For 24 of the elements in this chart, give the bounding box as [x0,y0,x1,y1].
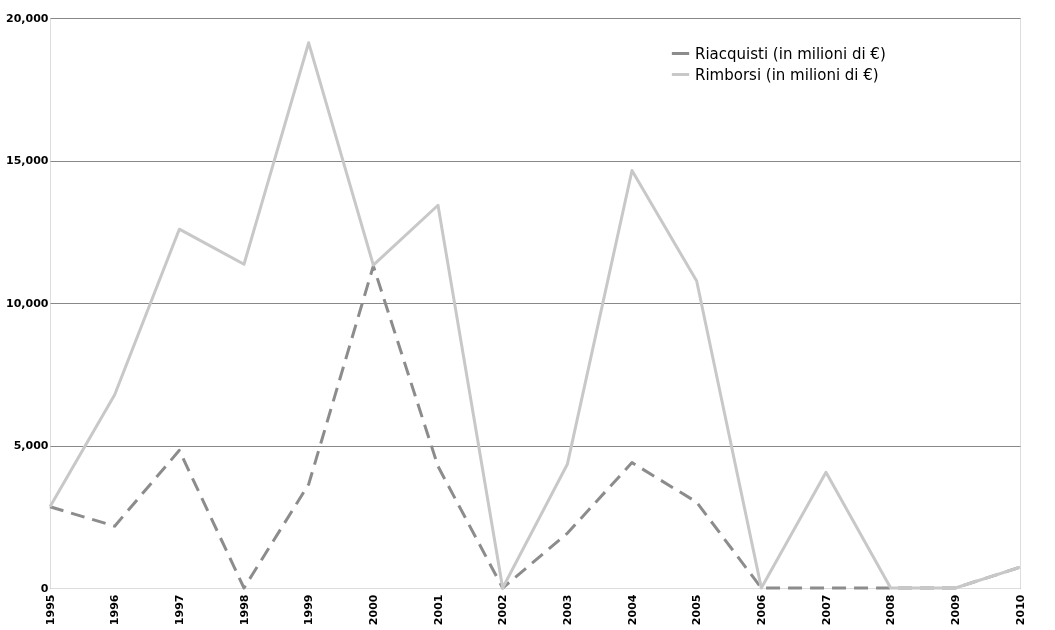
x-tick-label: 2000 [366,594,380,626]
y-tick-label: 20,000 [6,11,49,25]
x-tick-label: 2005 [690,594,704,626]
legend-label: Rimborsi (in milioni di €) [695,65,879,84]
line-series [48,41,1022,590]
x-tick-label: 2009 [948,594,962,626]
x-tick-label: 2007 [819,594,833,626]
x-tick-label: 1998 [237,594,251,626]
x-tick-label: 2003 [560,594,574,626]
x-tick-label: 2002 [496,594,510,626]
y-tick-label: 15,000 [6,154,49,167]
x-tick-label: 2004 [625,594,639,626]
y-tick-label: 0 [40,581,49,595]
y-tick-label: 5,000 [13,439,49,452]
x-tick-label: 1999 [302,594,316,626]
x-tick-label: 1996 [108,594,122,626]
x-tick-label: 2010 [1013,594,1027,626]
x-tick-label: 2001 [431,594,445,626]
x-tick-label: 2006 [754,594,768,626]
y-tick-label: 10,000 [6,296,49,310]
legend-label: Riacquisti (in milioni di €) [695,44,886,63]
x-tick-label: 1997 [172,594,186,626]
x-tick-label: 1995 [43,594,57,626]
x-tick-label: 2008 [884,594,898,626]
